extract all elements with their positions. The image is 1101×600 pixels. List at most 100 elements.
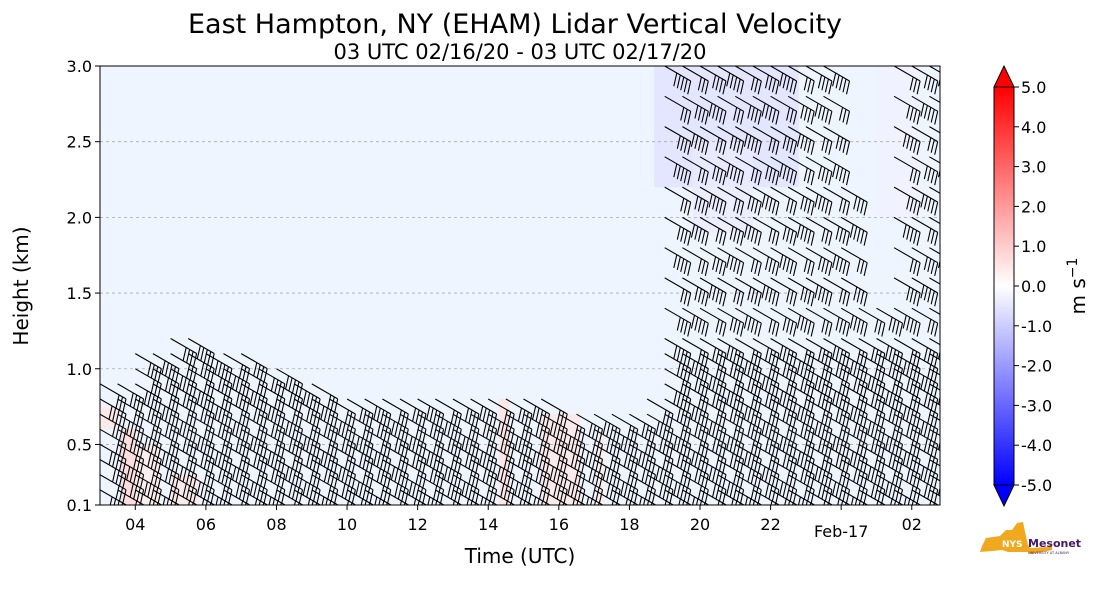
wind-barb — [135, 428, 162, 458]
y-tick-label: 3.0 — [67, 57, 92, 76]
wind-barb — [699, 443, 727, 473]
wind-barb — [893, 66, 921, 95]
x-axis-label: Time (UTC) — [464, 544, 576, 568]
wind-barb — [699, 277, 727, 307]
x-tick-label: 10 — [337, 515, 357, 534]
wind-barb — [399, 489, 427, 505]
x-tick-label: 12 — [407, 515, 427, 534]
wind-barb — [241, 504, 243, 505]
wind-barb — [382, 474, 409, 504]
wind-barb — [735, 126, 762, 155]
wind-barb — [805, 156, 833, 186]
wind-barb — [805, 126, 833, 155]
wind-barb — [100, 383, 127, 413]
wind-barb — [876, 459, 904, 488]
wind-barb — [664, 443, 692, 473]
colorbar: 5.0 4.0 3.0 2.0 1.0 0.0 -1.0 -2.0 -3.0 -4.0 -5.0 m… — [993, 64, 1090, 508]
wind-barb — [823, 398, 851, 428]
wind-barb — [100, 504, 102, 505]
wind-barb — [435, 443, 462, 473]
wind-barb — [858, 459, 886, 488]
wind-barb — [682, 428, 709, 458]
wind-barb — [717, 277, 745, 307]
wind-barb — [735, 504, 737, 505]
wind-barb — [452, 398, 480, 428]
chart-title: East Hampton, NY (EHAM) Lidar Vertical V… — [188, 9, 842, 40]
wind-barb — [593, 474, 621, 504]
wind-barb — [293, 398, 321, 428]
wind-barb — [682, 443, 709, 473]
wind-barb — [664, 428, 692, 458]
wind-barb — [876, 353, 904, 383]
wind-barb — [911, 368, 939, 398]
colorbar-tick-label: 5.0 — [1021, 78, 1046, 97]
wind-barb — [540, 428, 568, 458]
wind-barb — [911, 156, 939, 186]
wind-barb — [258, 443, 286, 473]
wind-barb — [752, 474, 780, 504]
wind-barb — [346, 413, 374, 443]
wind-barb — [558, 428, 586, 458]
wind-barb — [487, 398, 515, 428]
wind-barb — [135, 489, 162, 505]
wind-barb — [646, 398, 674, 428]
wind-barb — [682, 338, 709, 367]
wind-barb — [911, 353, 939, 383]
wind-barb — [787, 353, 815, 383]
wind-barb — [682, 489, 709, 505]
wind-barb — [170, 368, 198, 398]
wind-barb — [717, 247, 745, 277]
wind-barb — [911, 126, 939, 155]
wind-barb — [787, 398, 815, 428]
x-tick-label: 04 — [125, 515, 145, 534]
wind-barb — [382, 413, 409, 443]
colorbar-tick-label: -1.0 — [1021, 317, 1052, 336]
wind-barb — [346, 398, 374, 428]
wind-barb — [735, 353, 762, 383]
wind-barb — [717, 504, 719, 505]
wind-barb — [770, 428, 798, 458]
wind-barb — [840, 413, 868, 443]
wind-barb — [752, 126, 780, 155]
logo-state-text: NYS — [1002, 540, 1023, 550]
wind-barb — [487, 428, 515, 458]
wind-barb — [646, 443, 674, 473]
wind-barb — [876, 413, 904, 443]
wind-barb — [294, 504, 296, 505]
wind-barb — [100, 428, 127, 458]
wind-barb — [911, 489, 939, 505]
wind-barb — [276, 413, 304, 443]
wind-barb — [240, 383, 268, 413]
wind-barb — [523, 443, 551, 473]
wind-barb — [346, 474, 374, 504]
wind-barb — [840, 277, 868, 307]
wind-barb — [364, 413, 392, 443]
wind-barb — [717, 186, 745, 216]
wind-barb — [699, 307, 727, 337]
wind-barb — [823, 66, 851, 95]
wind-barb — [100, 443, 127, 473]
wind-barb — [576, 504, 578, 505]
wind-barb — [840, 368, 868, 398]
wind-barb — [505, 428, 533, 458]
wind-barb — [152, 398, 180, 428]
wind-barb — [805, 353, 833, 383]
wind-barb — [752, 413, 780, 443]
wind-barb — [152, 504, 155, 505]
wind-barb — [682, 413, 709, 443]
wind-barb — [787, 368, 815, 398]
wind-barb — [205, 398, 233, 428]
wind-barb — [823, 489, 850, 505]
y-tick-label: 0.5 — [67, 435, 92, 454]
wind-barb — [452, 489, 480, 505]
wind-barb — [876, 338, 904, 367]
wind-barb — [893, 428, 921, 458]
wind-barb — [205, 368, 233, 398]
wind-barb — [876, 368, 904, 398]
wind-barb — [487, 459, 515, 488]
wind-barb — [770, 489, 798, 505]
wind-barb — [787, 489, 815, 505]
wind-barb — [382, 443, 409, 473]
wind-barb — [893, 368, 921, 398]
wind-barb — [117, 398, 145, 428]
